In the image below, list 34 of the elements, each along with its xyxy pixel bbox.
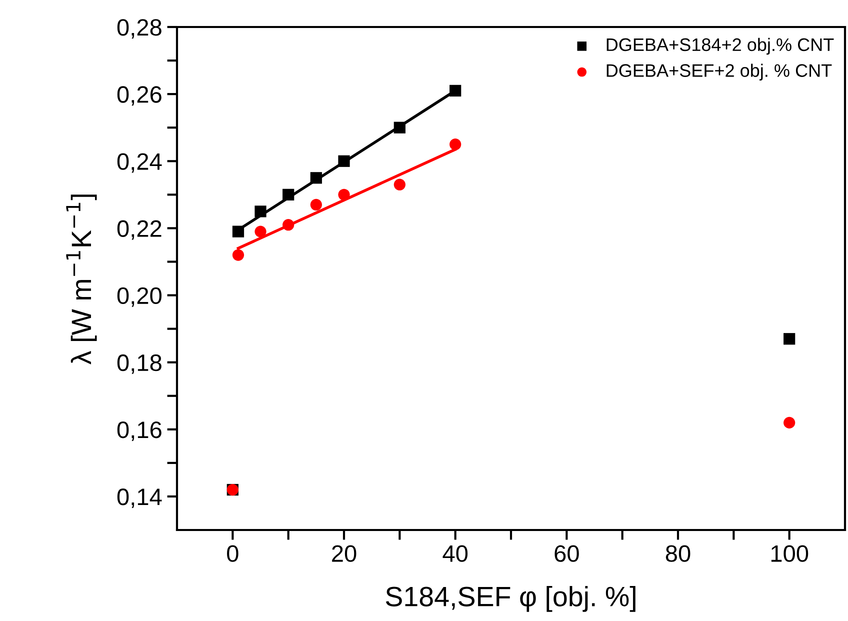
point [784,333,796,345]
x-tick-label: 0 [227,545,238,562]
y-tick-label: 0,22 [117,220,162,240]
point [232,226,244,238]
y-tick-label: 0,16 [117,421,162,441]
point [784,416,796,429]
y-tick-label: 0,24 [117,153,162,173]
point [310,198,322,211]
point [394,122,406,134]
point [394,178,406,190]
x-axis-title: S184,SEF φ [obj. %] [386,586,636,612]
y-tick-label: 0,26 [117,86,162,106]
x-tick-label: 60 [554,545,579,562]
point [338,155,350,167]
y-tick-label: 0,20 [117,287,162,307]
y-tick-label: 0,28 [117,19,162,39]
x-tick-label: 100 [771,545,808,562]
point [282,219,294,231]
point [232,249,244,261]
legend-label: DGEBA+S184+2 obj.% CNT [606,38,834,55]
point [254,226,266,238]
y-tick-label: 0,14 [117,488,162,508]
x-tick-label: 40 [442,545,468,562]
point [450,138,462,150]
point [338,188,350,200]
point [450,84,462,97]
y-axis-title: λ [W m$^{−1}$K$^{−1}$] [66,194,97,364]
y-tick-label: 0,18 [117,354,162,374]
legend-label: DGEBA+SEF+2 obj. % CNT [606,64,832,81]
x-tick-label: 20 [332,545,356,562]
point [254,206,266,218]
point [310,172,322,184]
x-tick-label: 80 [666,545,690,562]
point [282,188,294,200]
